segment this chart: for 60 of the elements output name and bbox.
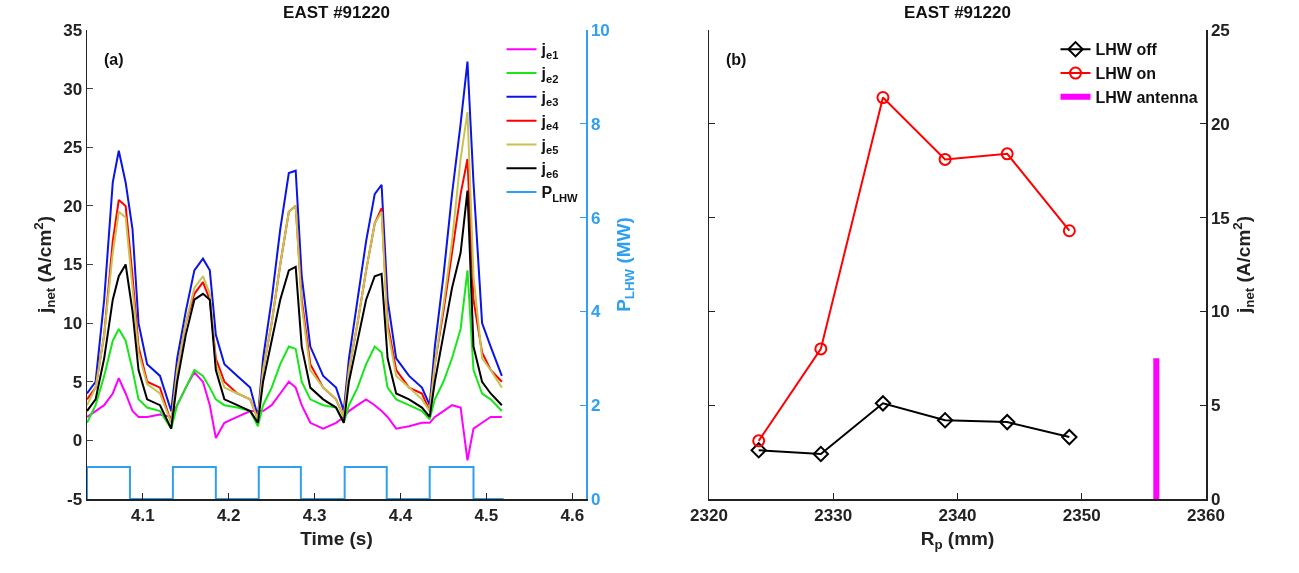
- point: [750, 442, 767, 459]
- x-tick-label: 2330: [814, 505, 853, 525]
- legend-label: LHW antenna: [1095, 89, 1198, 107]
- line-series: [87, 371, 503, 462]
- legend-label: j$_{e1}$: [540, 41, 559, 61]
- x-tick-label: 4.5: [474, 505, 499, 525]
- y-tick-label: 10: [63, 314, 83, 334]
- y-tick-label: 30: [63, 79, 83, 99]
- point: [1062, 224, 1076, 238]
- x-tick-label: 4.2: [216, 505, 241, 525]
- x-tick-label: 4.3: [302, 505, 327, 525]
- x-axis-title: R$_{p}$ (mm): [920, 528, 995, 553]
- annotation: (b): [726, 51, 747, 68]
- point: [1000, 147, 1014, 161]
- y2-tick-label: 20: [1210, 114, 1230, 134]
- y-tick-label: 15: [63, 255, 83, 275]
- x-tick-label: 4.4: [388, 505, 413, 525]
- legend-label: LHW off: [1095, 41, 1158, 59]
- x-axis-title: Time (s): [300, 528, 373, 550]
- y2-tick-label: 10: [1210, 302, 1230, 322]
- point: [752, 434, 766, 448]
- legend-label: j$_{e3}$: [540, 89, 559, 109]
- y-tick-label: -5: [66, 489, 83, 509]
- legend-label: j$_{e6}$: [540, 160, 559, 180]
- legend-label: j$_{e5}$: [540, 136, 559, 157]
- y2-tick-label: 6: [590, 208, 601, 228]
- chart-title: EAST #91220: [904, 2, 1011, 22]
- legend-label: LHW on: [1095, 65, 1156, 83]
- x-tick-label: 4.6: [560, 505, 585, 525]
- legend-label: j$_{e2}$: [540, 65, 559, 85]
- y-tick-label: 25: [63, 138, 83, 158]
- y-tick-label: 35: [63, 20, 83, 40]
- y2-tick-label: 5: [1210, 396, 1221, 416]
- point: [1061, 428, 1078, 446]
- annotation: (a): [104, 51, 124, 68]
- x-tick-label: 2340: [938, 505, 977, 525]
- y2-tick-label: 15: [1210, 208, 1230, 228]
- point: [938, 152, 952, 166]
- point: [936, 412, 954, 429]
- chart-title: EAST #91220: [283, 2, 390, 22]
- y-tick-label: 20: [63, 196, 83, 216]
- x-tick-label: 2320: [690, 505, 728, 525]
- legend-label: j$_{e4}$: [540, 112, 560, 133]
- y2-tick-label: 10: [590, 20, 610, 40]
- y2-tick-label: 8: [590, 114, 601, 134]
- point: [812, 445, 829, 463]
- point: [999, 413, 1016, 431]
- y-tick-label: 0: [72, 431, 83, 451]
- point: [876, 91, 890, 105]
- x-tick-label: 2350: [1062, 505, 1101, 525]
- point: [814, 342, 828, 356]
- y2-tick-label: 0: [590, 489, 601, 509]
- y2-tick-label: 4: [590, 302, 601, 322]
- point: [874, 395, 892, 412]
- line-series: [87, 269, 503, 430]
- y2-tick-label: 2: [590, 396, 601, 416]
- legend-label: P$_{LHW}$: [541, 184, 579, 204]
- x-tick-label: 4.1: [131, 505, 155, 525]
- y2-tick-label: 25: [1210, 20, 1230, 40]
- y-tick-label: 5: [72, 372, 83, 392]
